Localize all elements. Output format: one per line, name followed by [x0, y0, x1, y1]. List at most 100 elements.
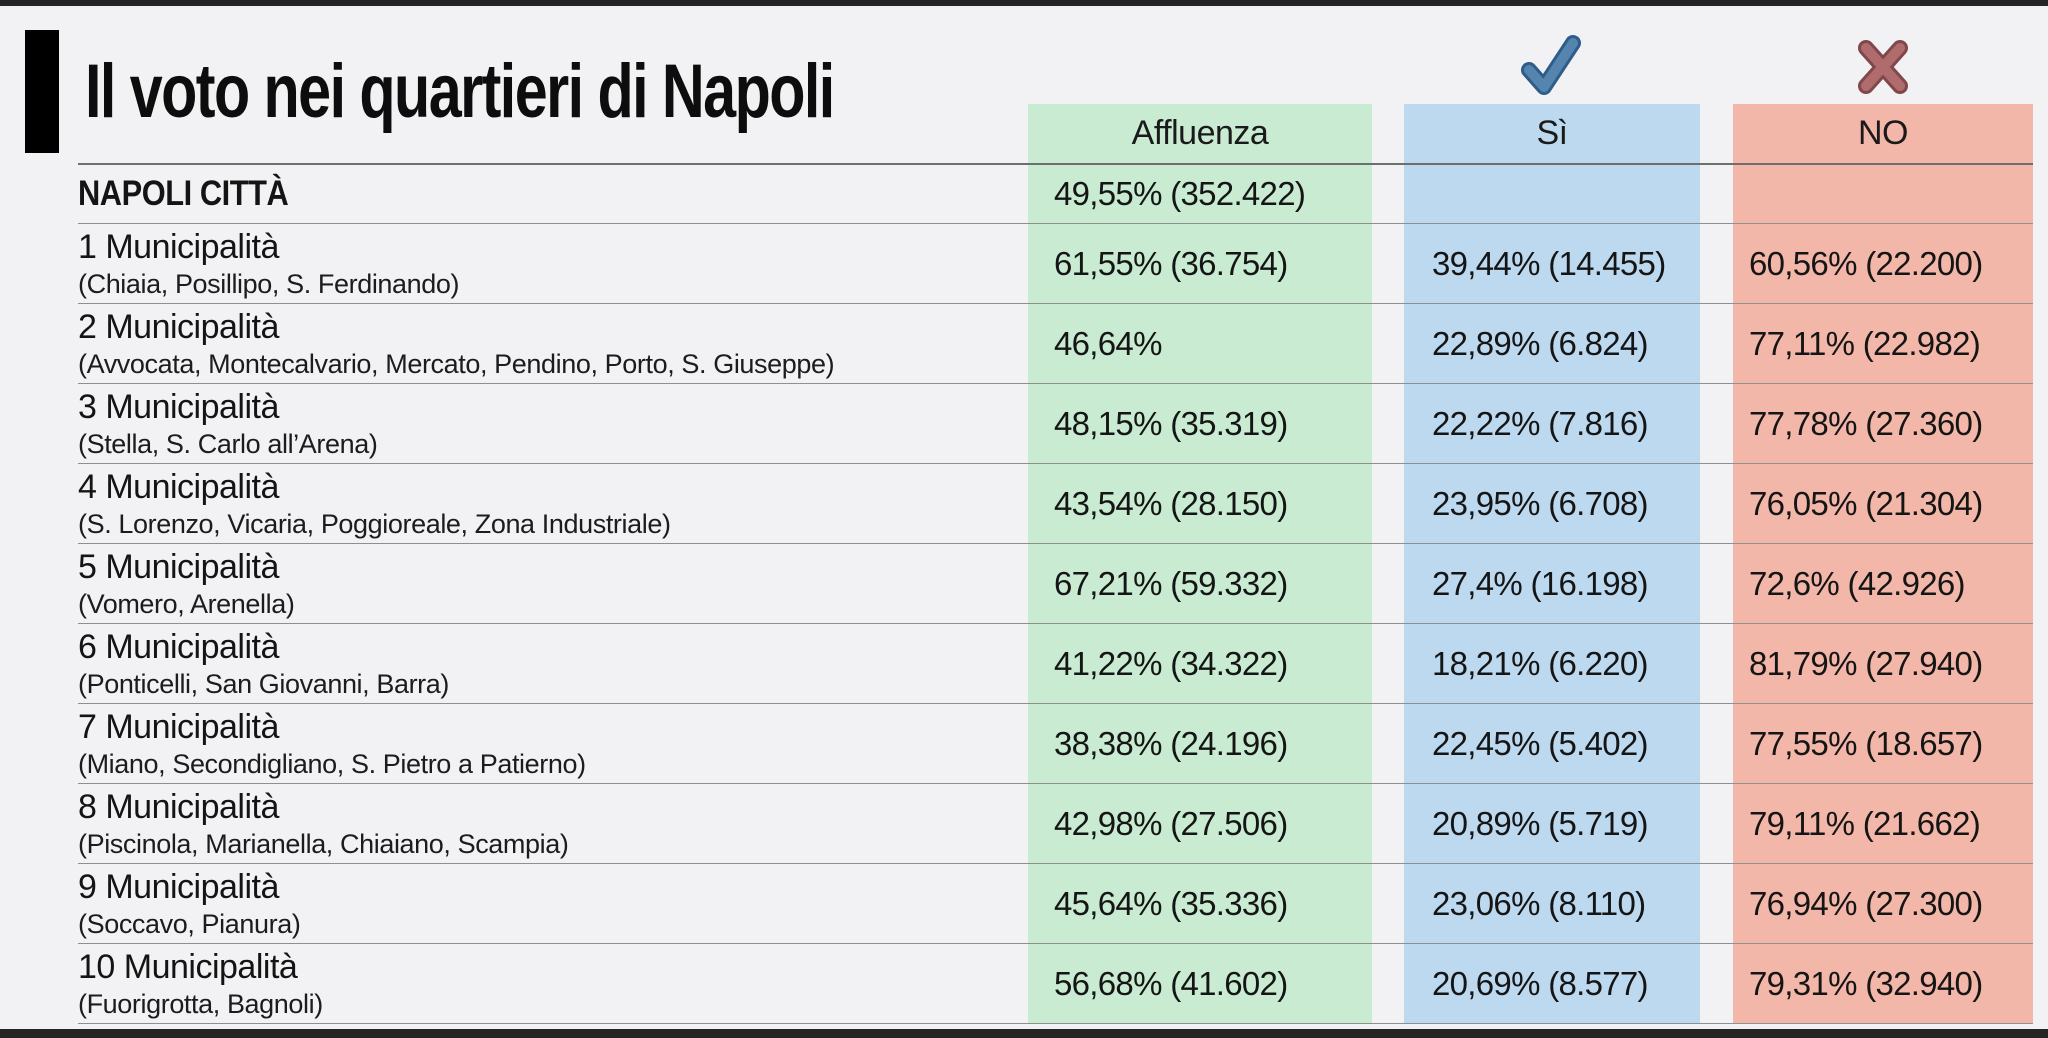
summary-no-value: [1733, 165, 2033, 223]
municipality-label-cell: 10 Municipalità (Fuorigrotta, Bagnoli): [78, 944, 1028, 1023]
column-gap: [1700, 224, 1733, 303]
si-value: 22,22% (7.816): [1404, 384, 1700, 463]
vote-table: Affluenza Sì NO NAPOLI CITTÀ 49,55% (352…: [78, 104, 2033, 1024]
municipality-name: 2 Municipalità: [78, 307, 279, 346]
municipality-name: 7 Municipalità: [78, 707, 279, 746]
table-row: 6 Municipalità (Ponticelli, San Giovanni…: [78, 624, 2033, 704]
municipality-label-cell: 9 Municipalità (Soccavo, Pianura): [78, 864, 1028, 943]
municipality-label-cell: 1 Municipalità (Chiaia, Posillipo, S. Fe…: [78, 224, 1028, 303]
municipality-name: 6 Municipalità: [78, 627, 279, 666]
municipality-label-cell: 4 Municipalità (S. Lorenzo, Vicaria, Pog…: [78, 464, 1028, 543]
municipality-districts: (Fuorigrotta, Bagnoli): [78, 988, 323, 1019]
affluenza-value: 42,98% (27.506): [1028, 784, 1372, 863]
municipality-districts: (Vomero, Arenella): [78, 588, 295, 619]
column-gap: [1372, 864, 1404, 943]
si-value: 18,21% (6.220): [1404, 624, 1700, 703]
no-value: 76,05% (21.304): [1733, 464, 2033, 543]
municipality-name: 4 Municipalità: [78, 467, 279, 506]
municipality-districts: (S. Lorenzo, Vicaria, Poggioreale, Zona …: [78, 508, 671, 539]
no-value: 60,56% (22.200): [1733, 224, 2033, 303]
column-gap: [1372, 165, 1404, 223]
column-gap: [1700, 104, 1733, 163]
table-row: 9 Municipalità (Soccavo, Pianura) 45,64%…: [78, 864, 2033, 944]
table-body: 1 Municipalità (Chiaia, Posillipo, S. Fe…: [78, 224, 2033, 1024]
column-gap: [1700, 165, 1733, 223]
affluenza-value: 43,54% (28.150): [1028, 464, 1372, 543]
table-row: 1 Municipalità (Chiaia, Posillipo, S. Fe…: [78, 224, 2033, 304]
municipality-label-cell: 3 Municipalità (Stella, S. Carlo all’Are…: [78, 384, 1028, 463]
no-value: 76,94% (27.300): [1733, 864, 2033, 943]
si-value: 23,06% (8.110): [1404, 864, 1700, 943]
municipality-name: 1 Municipalità: [78, 227, 279, 266]
municipality-name: 3 Municipalità: [78, 387, 279, 426]
table-row: 10 Municipalità (Fuorigrotta, Bagnoli) 5…: [78, 944, 2033, 1024]
table-row: 3 Municipalità (Stella, S. Carlo all’Are…: [78, 384, 2033, 464]
no-value: 77,55% (18.657): [1733, 704, 2033, 783]
no-value: 72,6% (42.926): [1733, 544, 2033, 623]
check-icon: [1518, 32, 1584, 105]
summary-si-value: [1404, 165, 1700, 223]
summary-label-cell: NAPOLI CITTÀ: [78, 165, 1028, 223]
municipality-districts: (Stella, S. Carlo all’Arena): [78, 428, 378, 459]
column-gap: [1700, 544, 1733, 623]
bottom-edge-strip: [0, 1029, 2048, 1038]
municipality-label-cell: 2 Municipalità (Avvocata, Montecalvario,…: [78, 304, 1028, 383]
municipality-districts: (Piscinola, Marianella, Chiaiano, Scampi…: [78, 828, 569, 859]
no-value: 77,78% (27.360): [1733, 384, 2033, 463]
municipality-districts: (Chiaia, Posillipo, S. Ferdinando): [78, 268, 460, 299]
column-gap: [1700, 944, 1733, 1023]
page-title: Il voto nei quartieri di Napoli: [85, 49, 835, 134]
municipality-districts: (Miano, Secondigliano, S. Pietro a Patie…: [78, 748, 586, 779]
si-value: 20,89% (5.719): [1404, 784, 1700, 863]
no-value: 77,11% (22.982): [1733, 304, 2033, 383]
affluenza-value: 48,15% (35.319): [1028, 384, 1372, 463]
column-gap: [1372, 384, 1404, 463]
no-value: 81,79% (27.940): [1733, 624, 2033, 703]
affluenza-value: 67,21% (59.332): [1028, 544, 1372, 623]
x-icon: [1853, 36, 1913, 103]
column-header-si: Sì: [1404, 104, 1700, 163]
title-accent-bar: [25, 30, 59, 153]
municipality-label-cell: 7 Municipalità (Miano, Secondigliano, S.…: [78, 704, 1028, 783]
column-gap: [1372, 944, 1404, 1023]
affluenza-value: 46,64%: [1028, 304, 1372, 383]
top-edge-strip: [0, 0, 2048, 6]
table-row: 5 Municipalità (Vomero, Arenella) 67,21%…: [78, 544, 2033, 624]
column-header-no: NO: [1733, 104, 2033, 163]
column-gap: [1372, 304, 1404, 383]
si-value: 22,89% (6.824): [1404, 304, 1700, 383]
municipality-label-cell: 6 Municipalità (Ponticelli, San Giovanni…: [78, 624, 1028, 703]
municipality-name: 5 Municipalità: [78, 547, 279, 586]
municipality-districts: (Soccavo, Pianura): [78, 908, 301, 939]
column-gap: [1700, 784, 1733, 863]
header-spacer: [78, 104, 1028, 163]
table-row: 8 Municipalità (Piscinola, Marianella, C…: [78, 784, 2033, 864]
column-gap: [1372, 624, 1404, 703]
column-gap: [1700, 624, 1733, 703]
summary-name: NAPOLI CITTÀ: [78, 174, 289, 213]
column-header-affluenza: Affluenza: [1028, 104, 1372, 163]
column-gap: [1700, 464, 1733, 543]
column-gap: [1700, 704, 1733, 783]
table-row: 2 Municipalità (Avvocata, Montecalvario,…: [78, 304, 2033, 384]
municipality-label-cell: 8 Municipalità (Piscinola, Marianella, C…: [78, 784, 1028, 863]
affluenza-value: 61,55% (36.754): [1028, 224, 1372, 303]
no-value: 79,31% (32.940): [1733, 944, 2033, 1023]
si-value: 23,95% (6.708): [1404, 464, 1700, 543]
affluenza-value: 41,22% (34.322): [1028, 624, 1372, 703]
municipality-name: 9 Municipalità: [78, 867, 279, 906]
column-gap: [1700, 864, 1733, 943]
summary-affluenza-value: 49,55% (352.422): [1028, 165, 1372, 223]
no-value: 79,11% (21.662): [1733, 784, 2033, 863]
si-value: 22,45% (5.402): [1404, 704, 1700, 783]
affluenza-value: 38,38% (24.196): [1028, 704, 1372, 783]
municipality-label-cell: 5 Municipalità (Vomero, Arenella): [78, 544, 1028, 623]
municipality-name: 10 Municipalità: [78, 947, 298, 986]
si-value: 20,69% (8.577): [1404, 944, 1700, 1023]
table-header-row: Affluenza Sì NO: [78, 104, 2033, 165]
column-gap: [1372, 704, 1404, 783]
column-gap: [1372, 224, 1404, 303]
summary-row: NAPOLI CITTÀ 49,55% (352.422): [78, 165, 2033, 224]
affluenza-value: 45,64% (35.336): [1028, 864, 1372, 943]
